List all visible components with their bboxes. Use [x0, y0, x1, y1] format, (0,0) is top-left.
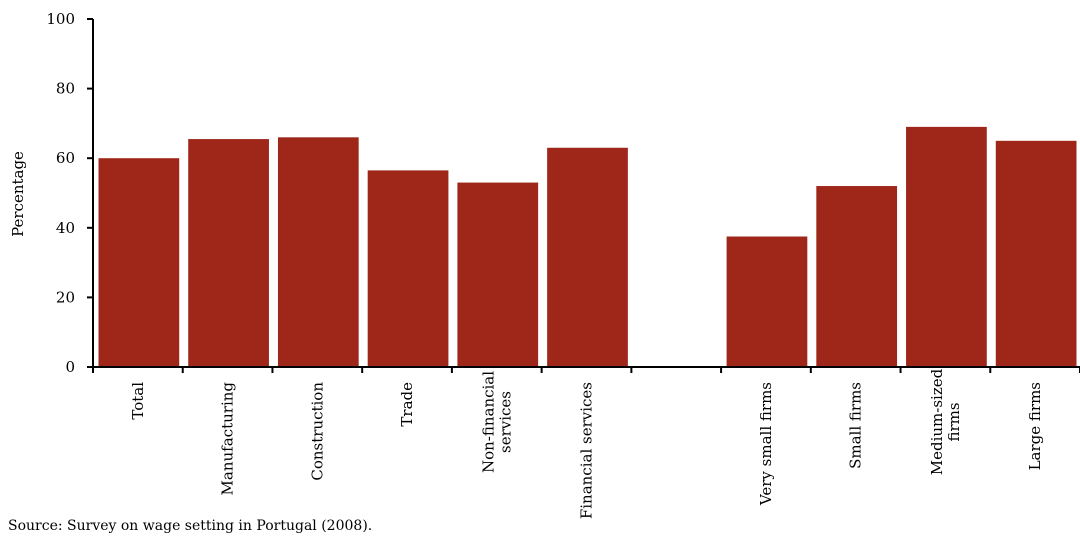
- bar: [816, 186, 898, 367]
- bar: [906, 126, 987, 367]
- y-axis: 0 20 40 60 80 100: [46, 10, 94, 376]
- bar: [995, 140, 1077, 367]
- x-tick-label: Small firms: [847, 382, 865, 469]
- x-tick-label: Construction: [308, 382, 326, 481]
- y-axis-title: Percentage: [9, 151, 27, 237]
- bar: [188, 139, 269, 367]
- x-tick-label: Trade: [398, 382, 416, 427]
- x-tick-label: Large firms: [1026, 382, 1044, 470]
- x-tick-label: Very small firms: [757, 382, 775, 506]
- bar: [277, 137, 359, 367]
- y-tick-label: 80: [56, 80, 75, 98]
- x-tick-label: Manufacturing: [219, 382, 237, 496]
- y-tick-label: 20: [56, 288, 75, 306]
- x-axis: Total Manufacturing Construction Trade Non-f…: [92, 366, 1080, 519]
- y-tick-label: 40: [56, 219, 75, 237]
- bar: [457, 182, 539, 367]
- bar: [367, 170, 449, 367]
- x-tick-label: Financial services: [578, 382, 596, 519]
- x-tick-label: Medium-sizedfirms: [928, 368, 963, 475]
- source-note: Source: Survey on wage setting in Portug…: [8, 518, 373, 534]
- y-tick-label: 60: [56, 149, 75, 167]
- bar: [726, 236, 808, 367]
- y-tick-label: 100: [46, 10, 75, 28]
- x-tick-label: Total: [129, 382, 147, 420]
- y-tick-label: 0: [65, 358, 75, 376]
- x-tick-label: Non-financialservices: [479, 371, 514, 473]
- bars: [98, 126, 1077, 367]
- bar: [547, 147, 628, 367]
- bar: [98, 158, 180, 367]
